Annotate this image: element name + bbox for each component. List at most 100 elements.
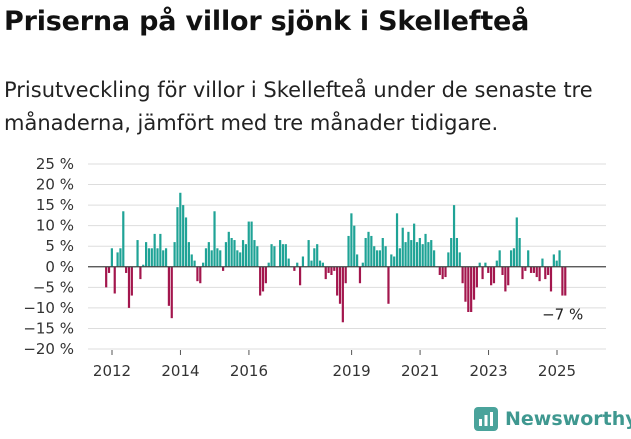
- bar: [427, 242, 430, 267]
- bar: [458, 252, 461, 267]
- bar: [173, 242, 176, 267]
- bar: [170, 266, 173, 319]
- bar: [179, 192, 182, 267]
- bar: [413, 223, 416, 267]
- bar: [467, 266, 470, 312]
- bar: [475, 266, 478, 288]
- bar: [421, 244, 424, 267]
- bar: [407, 231, 410, 267]
- bar: [241, 240, 245, 267]
- bar: [327, 266, 330, 273]
- bar: [273, 246, 276, 267]
- bar: [378, 250, 382, 267]
- bar: [256, 246, 259, 267]
- bar: [127, 266, 131, 308]
- bar: [424, 233, 427, 267]
- bar: [210, 250, 213, 267]
- bar: [507, 266, 510, 286]
- bar: [227, 231, 230, 267]
- bar: [110, 248, 113, 267]
- bar: [415, 242, 419, 267]
- bar: [182, 205, 185, 267]
- bar: [450, 238, 453, 267]
- bar: [336, 266, 339, 296]
- bar: [432, 250, 436, 267]
- bar: [159, 233, 162, 267]
- bar: [515, 217, 518, 267]
- y-tick-label: −20 %: [23, 340, 74, 358]
- bar: [156, 248, 159, 267]
- bar: [381, 238, 384, 267]
- bar: [375, 250, 379, 267]
- y-tick-label: −5 %: [33, 278, 74, 296]
- y-tick-label: 5 %: [45, 237, 74, 255]
- bar: [484, 262, 487, 267]
- bar: [147, 248, 151, 267]
- bar: [164, 248, 168, 267]
- bar: [293, 266, 296, 271]
- bar: [401, 227, 404, 267]
- bar: [313, 248, 316, 267]
- bar: [116, 252, 119, 267]
- bar: [470, 266, 473, 312]
- x-tick-label: 2021: [401, 362, 439, 380]
- bar: [264, 266, 267, 284]
- y-tick-label: 20 %: [36, 176, 74, 194]
- bar: [250, 221, 253, 267]
- bar: [472, 266, 476, 300]
- bar: [270, 244, 273, 267]
- page-title: Priserna på villor sjönk i Skellefteå: [4, 6, 530, 37]
- bar: [495, 260, 498, 267]
- bar: [287, 258, 290, 267]
- x-tick-label: 2019: [333, 362, 371, 380]
- x-tick-label: 2014: [161, 362, 199, 380]
- x-tick-label: 2016: [230, 362, 268, 380]
- bar: [538, 266, 541, 282]
- page-subtitle: Prisutveckling för villor i Skellefteå u…: [4, 78, 593, 135]
- chart-bars: [105, 192, 567, 323]
- bar: [202, 262, 205, 267]
- bar: [125, 266, 128, 273]
- bar: [136, 240, 139, 267]
- bar: [373, 246, 376, 267]
- y-tick-label: 25 %: [36, 155, 74, 173]
- bar: [239, 252, 242, 267]
- bar: [219, 250, 222, 267]
- bar: [150, 248, 153, 267]
- bar: [498, 250, 501, 267]
- bar: [430, 240, 433, 267]
- bar: [321, 262, 324, 267]
- bar: [464, 266, 467, 302]
- bar: [207, 242, 210, 267]
- bar: [418, 238, 421, 267]
- bar: [452, 205, 456, 267]
- bar: [532, 266, 535, 273]
- x-tick-label: 2023: [469, 362, 507, 380]
- bar: [438, 266, 441, 275]
- bar: [367, 231, 370, 267]
- bar: [524, 266, 527, 271]
- bar: [461, 266, 464, 284]
- bar: [490, 266, 493, 286]
- bar: [244, 244, 247, 267]
- bar: [558, 250, 561, 267]
- bar: [142, 264, 145, 267]
- bar: [167, 266, 171, 306]
- bar: [130, 266, 133, 296]
- bar: [478, 262, 481, 267]
- x-tick-label: 2025: [538, 362, 576, 380]
- bar: [284, 244, 287, 267]
- bar: [555, 260, 558, 267]
- bar: [353, 225, 356, 267]
- bar: [338, 266, 342, 304]
- bar: [390, 254, 393, 267]
- bar-chart-logo-icon: [474, 407, 498, 431]
- last-value-label: −7 %: [542, 306, 583, 324]
- bar: [107, 266, 111, 273]
- bar: [481, 266, 484, 280]
- bar: [233, 240, 236, 267]
- bar: [184, 217, 188, 267]
- bar: [361, 262, 364, 267]
- bar: [547, 266, 550, 275]
- bar: [307, 240, 310, 267]
